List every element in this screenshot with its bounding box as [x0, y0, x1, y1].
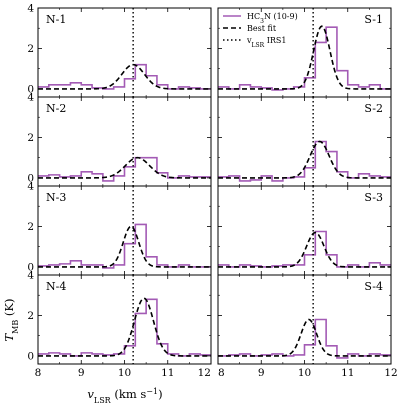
panel-label: S-2: [364, 102, 383, 115]
y-tick-label: 4: [27, 92, 34, 104]
x-tick-label: 10: [298, 367, 311, 379]
panel-n-2: 0 2 4 N-2: [27, 92, 212, 187]
x-tick-label: 9: [258, 367, 265, 379]
panel-label: N-3: [46, 191, 66, 204]
x-tick-label: 8: [35, 367, 42, 379]
panel-label: S-3: [364, 191, 383, 204]
panel-label: N-4: [46, 280, 66, 293]
panel-s-3: S-3: [217, 185, 392, 276]
y-tick-label: 4: [27, 3, 34, 15]
panel-s-4: 8 9 10 11 12 S-4: [217, 274, 398, 379]
best-fit-curve: [218, 140, 391, 179]
panel-n-3: 0 2 4 N-3: [27, 181, 212, 276]
y-tick-label: 4: [27, 181, 34, 193]
legend-label: Best fit: [247, 24, 277, 33]
panel-label: N-1: [46, 13, 66, 26]
panel-label: S-1: [364, 13, 383, 26]
y-tick-label: 4: [27, 270, 34, 282]
observed-spectrum: [218, 318, 391, 359]
x-axis-label: vLSR (km s−1): [87, 387, 162, 405]
x-tick-label: 12: [384, 367, 397, 379]
panel-label: S-4: [364, 280, 383, 293]
y-tick-label: 2: [27, 310, 34, 322]
legend-label: vLSR IRS1: [246, 36, 286, 49]
y-tick-label: 0: [27, 83, 34, 95]
x-tick-label: 9: [78, 367, 85, 379]
y-axis-label: TMB (K): [2, 299, 20, 342]
x-tick-label: 10: [118, 367, 131, 379]
panel-label: N-2: [46, 102, 66, 115]
panel-n-4: 0 2 4 8 9 10 11 12 N-4: [27, 270, 212, 379]
legend: HC3N (10-9)Best fit vLSR IRS1: [223, 12, 298, 49]
observed-spectrum: [38, 63, 211, 90]
y-tick-label: 2: [27, 43, 34, 55]
best-fit-curve: [218, 25, 391, 90]
y-tick-label: 0: [27, 261, 34, 273]
best-fit-curve: [218, 231, 391, 268]
panel-n-1: 0 2 4 N-1: [27, 3, 212, 98]
x-tick-label: 11: [161, 367, 174, 379]
best-fit-curve: [38, 156, 211, 179]
x-tick-label: 8: [218, 367, 225, 379]
best-fit-curve: [38, 63, 211, 90]
panel-s-1: S-1: [217, 7, 392, 98]
observed-spectrum: [218, 140, 391, 182]
y-tick-label: 0: [27, 172, 34, 184]
y-tick-label: 2: [27, 132, 34, 144]
y-tick-label: 2: [27, 221, 34, 233]
best-fit-curve: [218, 318, 391, 357]
panels-group: 0 2 4 N-1 S-1 0 2 4 N-2 S-2 0 2 4 N-3 S-3 0 2 4 8 9 10 11 12 N-…: [27, 3, 397, 380]
observed-spectrum: [218, 230, 391, 268]
panel-s-2: S-2: [217, 96, 392, 187]
best-fit-curve: [38, 225, 211, 268]
x-tick-label: 12: [198, 367, 211, 379]
y-tick-label: 0: [27, 350, 34, 362]
observed-spectrum: [38, 223, 211, 269]
legend-label: HC3N (10-9): [247, 12, 298, 25]
x-tick-label: 11: [341, 367, 354, 379]
best-fit-curve: [38, 297, 211, 357]
